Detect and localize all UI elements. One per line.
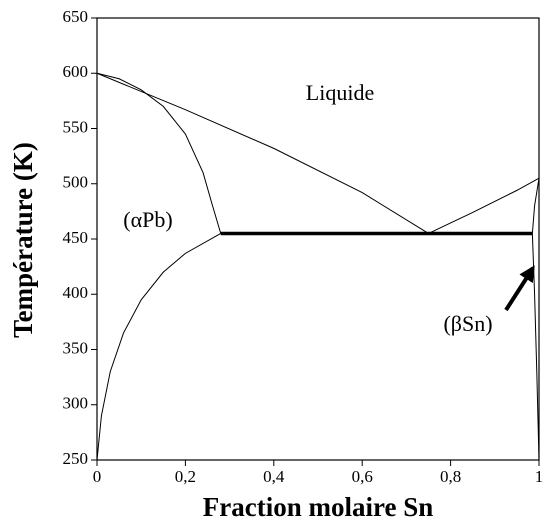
x-tick-label: 0,8 bbox=[440, 467, 461, 486]
y-tick-label: 450 bbox=[63, 228, 89, 247]
y-tick-label: 600 bbox=[63, 62, 89, 81]
y-tick-label: 300 bbox=[63, 394, 89, 413]
phase-boundary bbox=[531, 178, 540, 234]
y-axis-title: Température (K) bbox=[8, 142, 38, 338]
x-tick-label: 0,2 bbox=[175, 467, 196, 486]
x-tick-label: 0,6 bbox=[352, 467, 373, 486]
x-tick-label: 1 bbox=[535, 467, 544, 486]
phase-boundary bbox=[96, 233, 222, 461]
y-tick-label: 350 bbox=[63, 338, 89, 357]
y-tick-label: 550 bbox=[63, 117, 89, 136]
x-axis-title: Fraction molaire Sn bbox=[203, 492, 433, 522]
y-tick-label: 400 bbox=[63, 283, 89, 302]
annotation: (αPb) bbox=[123, 207, 172, 232]
y-tick-label: 500 bbox=[63, 173, 89, 192]
annotation-arrow bbox=[504, 265, 535, 312]
y-tick-label: 650 bbox=[63, 7, 89, 26]
phase-boundary bbox=[428, 177, 540, 234]
annotation: (βSn) bbox=[443, 311, 492, 336]
phase-boundary bbox=[96, 72, 222, 234]
annotation: Liquide bbox=[306, 80, 374, 105]
phase-boundary bbox=[96, 72, 429, 234]
x-tick-label: 0 bbox=[93, 467, 102, 486]
x-tick-label: 0,4 bbox=[263, 467, 285, 486]
y-tick-label: 250 bbox=[63, 449, 89, 468]
phase-boundary bbox=[531, 233, 540, 461]
